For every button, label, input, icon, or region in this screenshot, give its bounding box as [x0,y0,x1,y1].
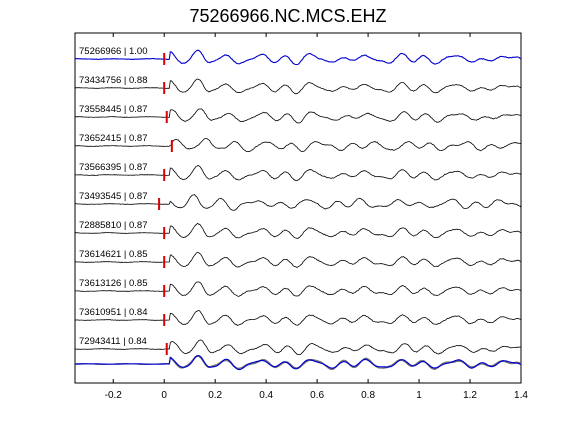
trace-label: 73434756 | 0.88 [79,75,148,86]
trace-row: 73434756 | 0.88 [74,75,522,95]
trace-label: 73558445 | 0.87 [79,104,148,115]
trace-line [74,138,522,152]
x-tick-label: 0.4 [259,390,273,401]
x-tick-label: -0.2 [105,390,123,401]
trace-label: 72943411 | 0.84 [79,336,147,347]
trace-line [74,108,522,124]
trace-line [75,222,522,239]
trace-label: 73610951 | 0.84 [79,307,148,318]
trace-line [74,339,521,356]
trace-row: 72885810 | 0.87 [75,220,522,239]
chart-title: 75266966.NC.MCS.EHZ [189,6,387,26]
x-tick-label: 0.8 [361,390,375,401]
trace-label: 73614621 | 0.85 [79,249,148,260]
x-tick-label: 0 [161,390,167,401]
trace-line [74,165,522,182]
trace-row: 72943411 | 0.84 [74,336,521,356]
stack-layer [74,354,522,371]
trace-label: 75266966 | 1.00 [79,46,148,57]
trace-row: 73558445 | 0.87 [74,104,522,124]
x-tick-label: 1 [416,390,422,401]
x-tick-label: 1.4 [514,390,528,401]
trace-line [75,281,522,297]
x-axis: -0.2 0 0.2 0.4 0.6 0.8 1 1.2 1.4 [105,33,528,401]
traces-layer: 75266966 | 1.00 73434756 | 0.88 73558445 |… [74,46,522,356]
stack-reference-line [75,354,522,371]
trace-line [74,194,522,211]
x-tick-label: 0.2 [208,390,222,401]
trace-line [74,78,522,95]
trace-row: 73493545 | 0.87 [74,191,522,211]
trace-row: 73613126 | 0.85 [75,278,522,297]
trace-label: 73613126 | 0.85 [79,278,148,289]
x-tick-label: 0.6 [310,390,324,401]
trace-line [75,251,522,268]
trace-label: 73652415 | 0.87 [79,133,148,144]
trace-row: 73614621 | 0.85 [75,249,522,268]
trace-label: 72885810 | 0.87 [79,220,148,231]
trace-label: 73493545 | 0.87 [79,191,148,202]
trace-row: 73652415 | 0.87 [74,133,522,152]
reference-trace-line [74,49,522,66]
trace-row: 73566395 | 0.87 [74,162,522,182]
trace-label: 73566395 | 0.87 [79,162,148,173]
trace-row: 75266966 | 1.00 [74,46,522,66]
trace-line [74,309,522,326]
x-tick-label: 1.2 [463,390,477,401]
trace-row: 73610951 | 0.84 [74,307,522,326]
